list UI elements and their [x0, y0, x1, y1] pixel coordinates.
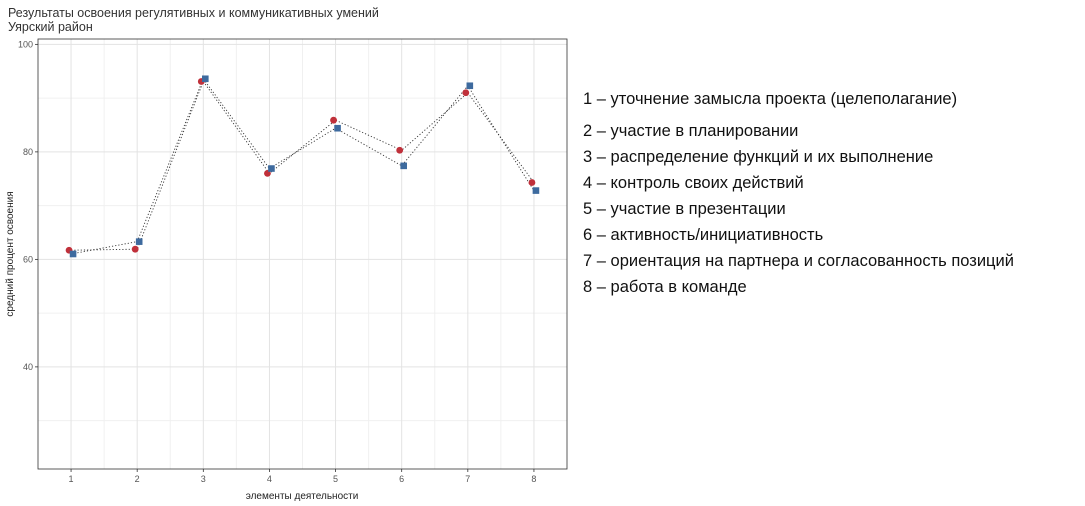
legend-item: 2 – участие в планировании: [583, 122, 799, 140]
y-tick-label: 60: [23, 254, 33, 264]
legend-item: 4 – контроль своих действий: [583, 174, 804, 192]
series-lines: [71, 77, 535, 255]
data-point-circle: [462, 89, 470, 97]
axes: 1 2 3 4 5 6 7 8 40 60 80 100: [18, 39, 536, 484]
x-tick-label: 4: [267, 474, 272, 484]
legend-item: 6 – активность/инициативность: [583, 226, 824, 244]
legend-item: 1 – уточнение замысла проекта (целеполаг…: [583, 90, 958, 108]
plot-panel-border: [37, 38, 568, 470]
data-point-circle: [396, 146, 404, 154]
x-tick-label: 5: [333, 474, 338, 484]
series-line: [71, 77, 535, 255]
legend-item: 5 – участие в презентации: [583, 200, 786, 218]
data-point-square: [532, 187, 540, 194]
data-point-square: [400, 162, 407, 170]
data-point-square: [466, 82, 474, 90]
data-point-square: [268, 165, 275, 172]
chart-title: Результаты освоения регулятивных и комму…: [8, 6, 379, 20]
legend-item: 7 – ориентация на партнера и согласованн…: [583, 252, 1014, 270]
data-point-circle: [131, 245, 139, 253]
legend-item: 3 – распределение функций и их выполнени…: [583, 148, 934, 166]
x-tick-label: 7: [465, 474, 470, 484]
chart-subtitle: Уярский район: [8, 20, 93, 34]
grid: [38, 39, 567, 469]
x-tick-label: 6: [399, 474, 404, 484]
data-point-square: [69, 250, 77, 258]
data-point-square: [135, 238, 143, 245]
y-tick-label: 100: [18, 39, 33, 49]
series-line: [71, 80, 535, 251]
legend-item: 8 – работа в команде: [583, 278, 747, 296]
data-point-circle: [528, 179, 536, 186]
x-tick-label: 8: [531, 474, 536, 484]
chart-title-block: Результаты освоения регулятивных и комму…: [8, 6, 379, 34]
data-point-circle: [330, 116, 337, 124]
data-points: [65, 75, 540, 258]
data-point-square: [334, 124, 341, 132]
y-tick-label: 40: [23, 362, 33, 372]
y-tick-label: 80: [23, 147, 33, 157]
x-tick-label: 2: [135, 474, 140, 484]
data-point-square: [202, 75, 209, 83]
x-tick-label: 3: [201, 474, 206, 484]
legend: 1 – уточнение замысла проекта (целеполаг…: [583, 86, 1083, 300]
x-tick-label: 1: [69, 474, 74, 484]
x-axis-label: элементы деятельности: [246, 491, 359, 502]
y-axis-label: средний процент освоения: [5, 191, 16, 316]
